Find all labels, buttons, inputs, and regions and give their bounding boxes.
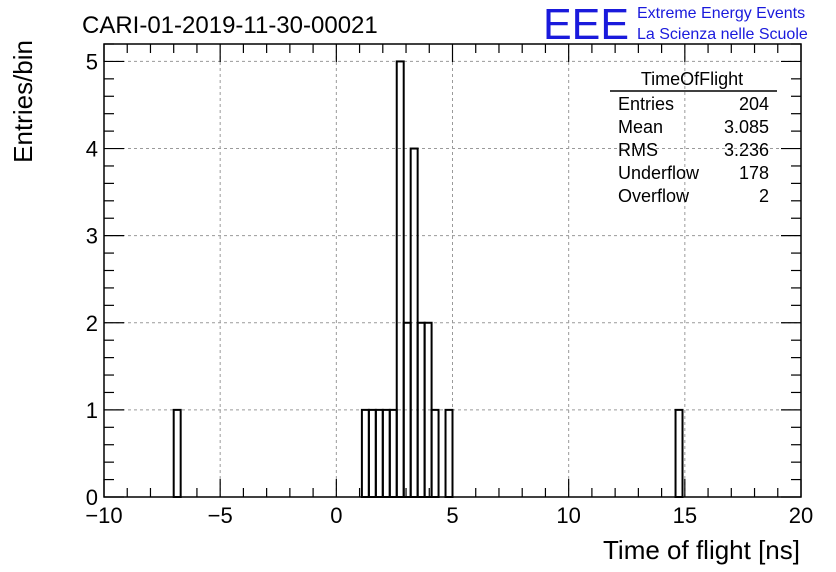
stats-label-rms: RMS — [618, 140, 658, 160]
x-tick-label: 10 — [556, 503, 580, 528]
stats-value-overflow: 2 — [759, 186, 769, 206]
histogram-bar — [381, 408, 391, 498]
histogram-bar — [172, 408, 182, 498]
eee-logo-mark: EEE — [543, 0, 629, 49]
stats-label-underflow: Underflow — [618, 163, 700, 183]
tick-labels: −10 −5 0 5 10 15 20 0 1 2 3 4 5 — [85, 49, 813, 528]
y-tick-label: 2 — [86, 311, 98, 336]
y-tick-label: 4 — [86, 137, 98, 162]
x-tick-label: −10 — [85, 503, 122, 528]
eee-logo: EEE Extreme Energy Events La Scienza nel… — [543, 0, 808, 49]
histogram-bars — [172, 60, 684, 499]
x-tick-label: 20 — [789, 503, 813, 528]
y-tick-label: 0 — [86, 485, 98, 510]
x-tick-label: 0 — [330, 503, 342, 528]
histogram-bar — [367, 408, 377, 498]
stats-box: TimeOfFlight Entries 204 Mean 3.085 RMS … — [610, 69, 777, 206]
y-tick-label: 3 — [86, 224, 98, 249]
histogram-bar — [674, 408, 684, 498]
x-tick-label: −5 — [208, 503, 233, 528]
histogram-bar — [388, 408, 398, 498]
x-tick-label: 5 — [446, 503, 458, 528]
x-tick-label: 15 — [673, 503, 697, 528]
logo-line-2: La Scienza nelle Scuole — [637, 26, 808, 43]
stats-label-entries: Entries — [618, 94, 674, 114]
axes — [103, 43, 802, 498]
y-tick-label: 1 — [86, 398, 98, 423]
stats-label-mean: Mean — [618, 117, 663, 137]
logo-line-1: Extreme Energy Events — [637, 5, 805, 22]
stats-value-underflow: 178 — [739, 163, 769, 183]
y-tick-label: 5 — [86, 49, 98, 74]
histogram-bar — [374, 408, 384, 498]
stats-value-mean: 3.085 — [724, 117, 769, 137]
stats-value-entries: 204 — [739, 94, 769, 114]
stats-value-rms: 3.236 — [724, 140, 769, 160]
stats-box-title: TimeOfFlight — [641, 69, 743, 89]
histogram-bar — [395, 60, 405, 499]
histogram-bar — [444, 408, 454, 498]
histogram-bar — [360, 408, 370, 498]
histogram-bar — [430, 408, 440, 498]
y-axis-title: Entries/bin — [8, 40, 38, 163]
stats-label-overflow: Overflow — [618, 186, 690, 206]
chart-title: CARI-01-2019-11-30-00021 — [82, 12, 378, 39]
x-axis-title: Time of flight [ns] — [603, 535, 800, 565]
